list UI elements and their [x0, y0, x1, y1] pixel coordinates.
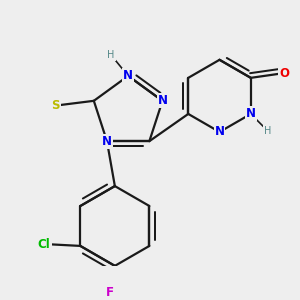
Text: S: S: [52, 99, 60, 112]
Text: N: N: [158, 94, 167, 107]
Text: N: N: [102, 135, 112, 148]
Text: F: F: [106, 286, 114, 299]
Text: H: H: [107, 50, 115, 60]
Text: N: N: [214, 125, 224, 139]
Text: O: O: [279, 67, 289, 80]
Text: H: H: [264, 126, 272, 136]
Text: N: N: [123, 69, 133, 82]
Text: N: N: [246, 107, 256, 120]
Text: Cl: Cl: [38, 238, 51, 250]
